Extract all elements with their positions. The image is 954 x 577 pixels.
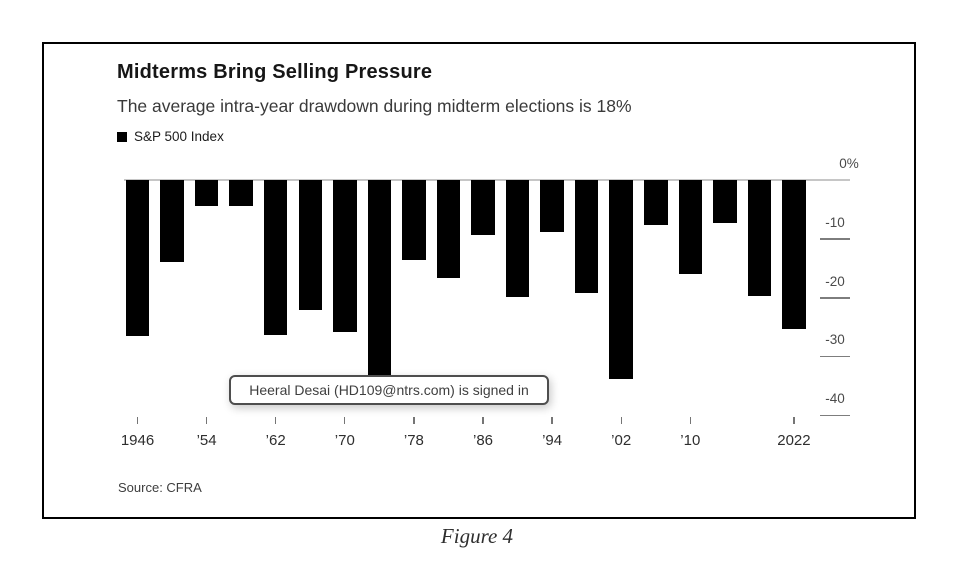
- x-tick-label: ’78: [403, 432, 424, 449]
- bar-2014: [713, 180, 737, 224]
- figure-caption: Figure 4: [440, 524, 514, 548]
- x-tick-line: [344, 417, 346, 424]
- x-tick-line: [482, 417, 484, 424]
- signin-status-tooltip[interactable]: Heeral Desai (HD109@ntrs.com) is signed …: [229, 375, 549, 405]
- zero-gridline: [124, 179, 850, 181]
- x-tick-label: 2022: [777, 432, 811, 449]
- y-tick-label: -10: [825, 214, 845, 230]
- chart-legend: S&P 500 Index: [117, 129, 224, 144]
- bar-1978: [402, 180, 426, 260]
- bar-2018: [747, 180, 772, 297]
- bar-1958: [229, 180, 253, 206]
- chart-card: Midterms Bring Selling Pressure The aver…: [42, 42, 916, 519]
- bar-1982: [436, 180, 461, 278]
- x-tick-label: ’86: [472, 432, 494, 449]
- y-tick-line: [820, 297, 850, 299]
- bar-2006: [644, 180, 668, 226]
- chart-subtitle: The average intra-year drawdown during m…: [117, 96, 632, 116]
- y-tick-line: [820, 238, 850, 240]
- plot-area: 0% -10 -20 -30 -40 1946 ’54 ’62 ’70 ’78 ’86 ’94 ’02…: [121, 156, 859, 449]
- x-tick-label: 1946: [120, 432, 155, 449]
- x-tick-line: [136, 417, 139, 424]
- y-tick-line: [820, 414, 850, 416]
- bar-1954: [194, 180, 219, 206]
- x-tick-label: ’62: [265, 432, 286, 449]
- bar-1946: [125, 180, 150, 337]
- legend-label: S&P 500 Index: [134, 129, 224, 144]
- y-tick-label: 0%: [839, 156, 859, 171]
- x-tick-label: ’02: [611, 432, 632, 449]
- bar-1990: [505, 180, 530, 297]
- x-tick-line: [205, 417, 208, 424]
- bar-2002: [609, 180, 633, 379]
- x-tick-line: [275, 417, 277, 424]
- x-tick-label: ’70: [334, 432, 355, 449]
- bar-1974: [367, 180, 392, 401]
- bar-1970: [333, 180, 357, 333]
- x-tick-label: ’54: [196, 432, 217, 449]
- bar-1994: [540, 180, 564, 233]
- chart-title: Midterms Bring Selling Pressure: [117, 61, 433, 83]
- x-tick-line: [413, 417, 415, 424]
- bar-1962: [263, 180, 288, 336]
- bar-2010: [678, 180, 703, 274]
- x-tick-line: [620, 417, 622, 424]
- y-tick-label: -20: [825, 273, 845, 289]
- bar-2022: [782, 180, 806, 330]
- bar-1950: [160, 180, 184, 263]
- x-tick-line: [793, 417, 795, 424]
- x-tick-line: [551, 417, 553, 424]
- y-tick-label: -30: [825, 332, 845, 348]
- y-tick-label: -40: [825, 391, 845, 406]
- x-tick-line: [689, 417, 691, 424]
- bar-1966: [298, 180, 322, 311]
- bar-1986: [471, 180, 495, 236]
- source-attribution: Source: CFRA: [118, 480, 202, 495]
- x-tick-label: ’10: [680, 432, 701, 449]
- y-tick-line: [820, 355, 850, 358]
- legend-swatch-icon: [117, 131, 127, 142]
- bar-1998: [574, 180, 599, 294]
- x-tick-label: ’94: [542, 432, 563, 449]
